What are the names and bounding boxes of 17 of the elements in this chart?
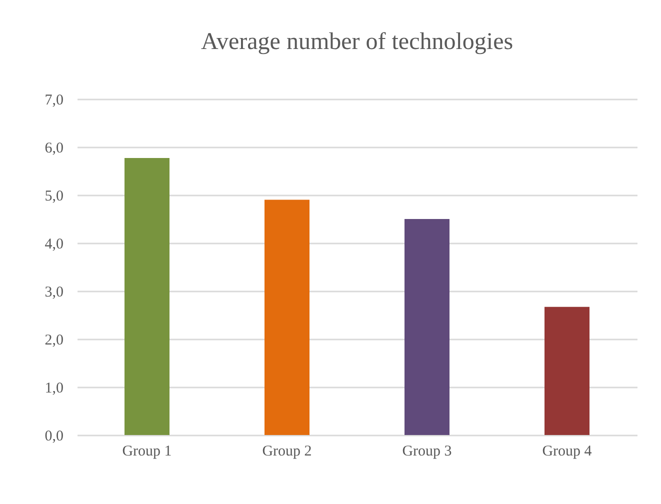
x-tick-label: Group 2 — [262, 444, 312, 460]
y-tick-label: 6,0 — [44, 140, 64, 156]
y-tick-label: 7,0 — [44, 92, 64, 108]
x-tick-label: Group 3 — [402, 444, 452, 460]
x-tick-label: Group 4 — [542, 444, 592, 460]
y-tick-label: 3,0 — [44, 284, 64, 300]
y-tick-label: 4,0 — [44, 236, 64, 252]
x-tick-label: Group 1 — [122, 444, 172, 460]
bar — [544, 306, 590, 435]
bar — [404, 219, 450, 435]
bar — [264, 200, 310, 435]
y-tick-label: 0,0 — [44, 428, 64, 444]
y-tick-label: 1,0 — [44, 380, 64, 396]
y-tick-label: 5,0 — [44, 188, 64, 204]
chart-title: Average number of technologies — [200, 29, 514, 55]
y-tick-label: 2,0 — [44, 332, 64, 348]
bar — [124, 158, 170, 435]
